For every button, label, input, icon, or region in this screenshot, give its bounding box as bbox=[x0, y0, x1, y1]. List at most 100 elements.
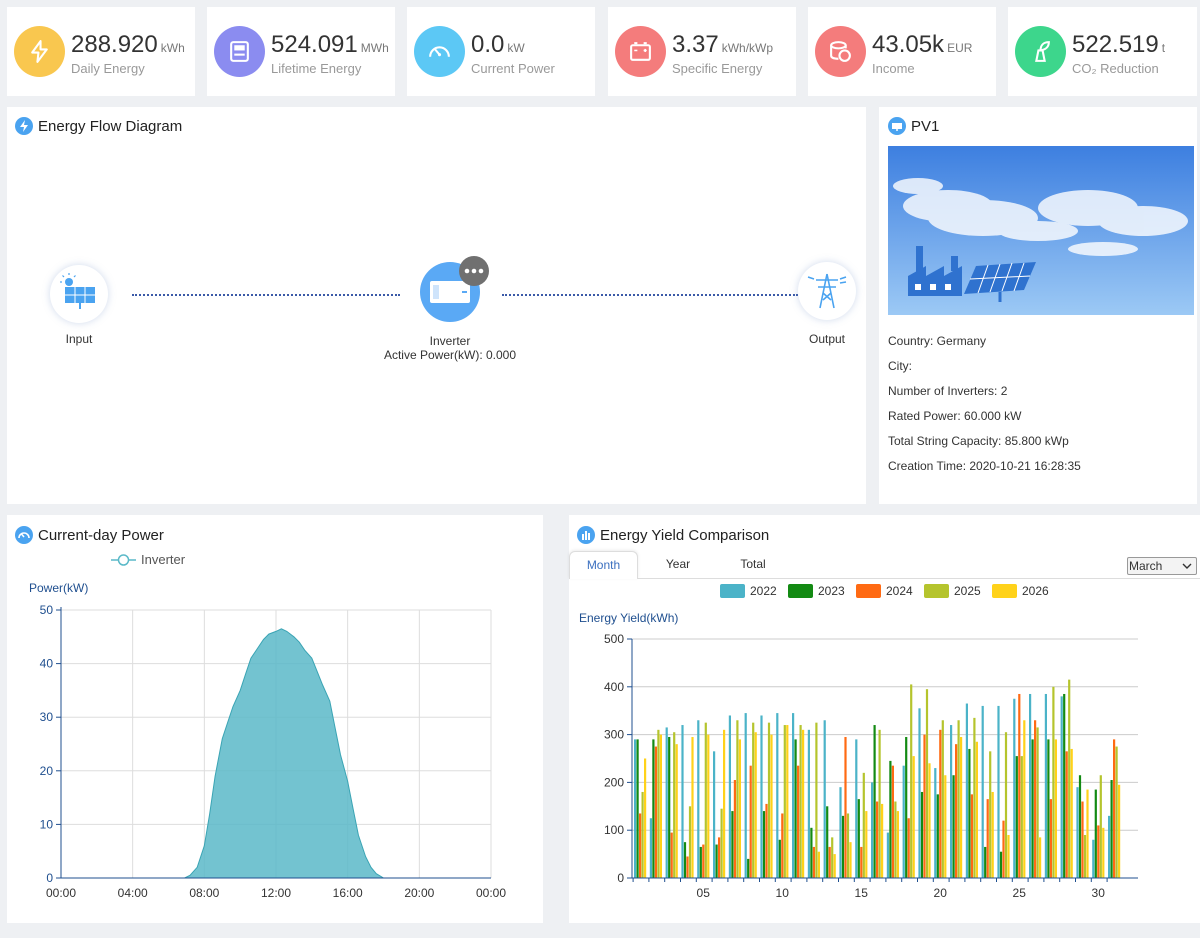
section-title: Energy Flow Diagram bbox=[38, 117, 183, 135]
bar-2026-day-12 bbox=[817, 851, 820, 878]
input-label: Input bbox=[65, 332, 93, 346]
bar-2024-day-14 bbox=[844, 736, 847, 878]
kpi-label: Current Power bbox=[471, 61, 555, 76]
bar-2026-day-29 bbox=[1086, 789, 1089, 878]
bar-2026-day-06 bbox=[723, 729, 726, 878]
bar-2023-day-29 bbox=[1078, 775, 1082, 878]
bar-2022-day-19 bbox=[918, 708, 921, 878]
bar-2024-day-04 bbox=[686, 856, 689, 878]
y-tick-label: 0 bbox=[617, 871, 624, 885]
bar-2023-day-16 bbox=[873, 725, 876, 878]
bar-2026-day-20 bbox=[944, 775, 947, 878]
x-tick-label: 20:00 bbox=[404, 886, 434, 900]
plant-city: City: bbox=[888, 359, 912, 373]
bar-2025-day-11 bbox=[799, 725, 802, 878]
gauge-icon bbox=[414, 26, 465, 77]
plant-rated-power: Rated Power: 60.000 kW bbox=[888, 409, 1022, 423]
tab-total[interactable]: Total bbox=[740, 557, 766, 571]
bar-2024-day-18 bbox=[907, 818, 910, 878]
bar-2026-day-21 bbox=[960, 736, 963, 878]
input-node[interactable] bbox=[50, 265, 108, 323]
plant-image bbox=[888, 146, 1194, 315]
bar-2023-day-31 bbox=[1110, 780, 1113, 878]
bar-2025-day-17 bbox=[894, 801, 897, 878]
bar-2026-day-25 bbox=[1023, 720, 1026, 878]
leaf-icon bbox=[1015, 26, 1066, 77]
bar-2026-day-18 bbox=[912, 756, 915, 878]
bar-2023-day-09 bbox=[762, 811, 766, 878]
bar-2026-day-19 bbox=[928, 763, 931, 878]
bar-2025-day-22 bbox=[973, 717, 976, 878]
legend-item-2024[interactable]: 2024 bbox=[856, 584, 913, 598]
y-tick-label: 50 bbox=[40, 603, 54, 617]
y-tick-label: 10 bbox=[40, 817, 54, 831]
bar-2024-day-17 bbox=[891, 765, 894, 878]
bar-2025-day-21 bbox=[957, 720, 960, 878]
bar-2024-day-09 bbox=[765, 803, 768, 878]
bar-2026-day-09 bbox=[770, 734, 773, 878]
kpi-label: CO₂ Reduction bbox=[1072, 61, 1159, 76]
bar-2024-day-07 bbox=[733, 780, 736, 878]
legend-label: 2025 bbox=[954, 584, 981, 598]
bar-2023-day-05 bbox=[699, 846, 702, 878]
gauge-icon bbox=[15, 526, 33, 544]
bar-2024-day-11 bbox=[797, 765, 800, 878]
tab-year[interactable]: Year bbox=[665, 557, 691, 571]
solar-panel-icon bbox=[60, 273, 95, 309]
bar-2026-day-16 bbox=[881, 803, 884, 878]
x-tick-label: 04:00 bbox=[118, 886, 148, 900]
flow-line-left bbox=[132, 294, 400, 296]
coins-icon bbox=[815, 26, 866, 77]
inverter-active-power: Active Power(kW): 0.000 bbox=[383, 348, 517, 362]
bar-2024-day-21 bbox=[955, 744, 958, 878]
plant-inverter-count: Number of Inverters: 2 bbox=[888, 384, 1008, 398]
legend-item-2023[interactable]: 2023 bbox=[788, 584, 845, 598]
kpi-unit: kWh bbox=[160, 41, 185, 55]
tab-month[interactable]: Month bbox=[569, 551, 638, 579]
bar-2022-day-28 bbox=[1060, 696, 1063, 878]
legend-item-2026[interactable]: 2026 bbox=[992, 584, 1049, 598]
bar-2023-day-17 bbox=[889, 760, 892, 878]
kpi-daily-energy: 288.920 kWh Daily Energy bbox=[7, 7, 195, 96]
bar-2025-day-09 bbox=[767, 722, 771, 878]
inverter-label: Inverter bbox=[429, 334, 471, 348]
bar-2023-day-07 bbox=[731, 811, 734, 878]
bar-2025-day-23 bbox=[989, 751, 992, 878]
y-tick-label: 0 bbox=[46, 871, 53, 885]
bar-2025-day-31 bbox=[1115, 746, 1118, 878]
more-options-icon[interactable] bbox=[459, 256, 489, 286]
bar-2025-day-30 bbox=[1099, 775, 1102, 878]
bar-2026-day-26 bbox=[1039, 837, 1042, 878]
bar-2022-day-29 bbox=[1076, 787, 1079, 878]
bar-2023-day-18 bbox=[905, 736, 908, 878]
kpi-unit: EUR bbox=[947, 41, 973, 55]
bar-2023-day-13 bbox=[826, 806, 829, 878]
bar-2024-day-30 bbox=[1097, 825, 1100, 878]
bar-2026-day-13 bbox=[833, 854, 836, 878]
bar-2025-day-19 bbox=[925, 689, 929, 878]
legend-item-2022[interactable]: 2022 bbox=[720, 584, 777, 598]
bar-2026-day-30 bbox=[1102, 827, 1105, 878]
bar-2026-day-03 bbox=[675, 744, 678, 878]
bar-2024-day-08 bbox=[749, 765, 752, 878]
legend-label: 2024 bbox=[886, 584, 913, 598]
bar-2025-day-26 bbox=[1036, 727, 1039, 878]
power-tower-icon bbox=[807, 273, 847, 309]
bar-2025-day-04 bbox=[688, 806, 692, 878]
bar-2023-day-27 bbox=[1047, 739, 1050, 878]
y-axis-title: Power(kW) bbox=[29, 581, 88, 595]
x-tick-label: 08:00 bbox=[189, 886, 219, 900]
month-select[interactable]: March bbox=[1127, 557, 1197, 575]
legend-item-2025[interactable]: 2025 bbox=[924, 584, 981, 598]
bar-2022-day-04 bbox=[681, 725, 684, 878]
legend-label: 2022 bbox=[750, 584, 777, 598]
bar-2024-day-06 bbox=[718, 837, 721, 878]
output-label: Output bbox=[808, 332, 846, 346]
bar-2023-day-11 bbox=[794, 739, 797, 878]
output-node[interactable] bbox=[798, 262, 856, 320]
plant-title: PV1 bbox=[911, 117, 940, 135]
power-legend[interactable]: Inverter bbox=[111, 552, 185, 567]
bar-2022-day-14 bbox=[839, 787, 842, 878]
current-day-power-chart: Power(kW) 0 10 20 30 40 50 00:00 04:00 08:00 12:00… bbox=[29, 581, 506, 900]
month-select-value: March bbox=[1129, 559, 1163, 573]
